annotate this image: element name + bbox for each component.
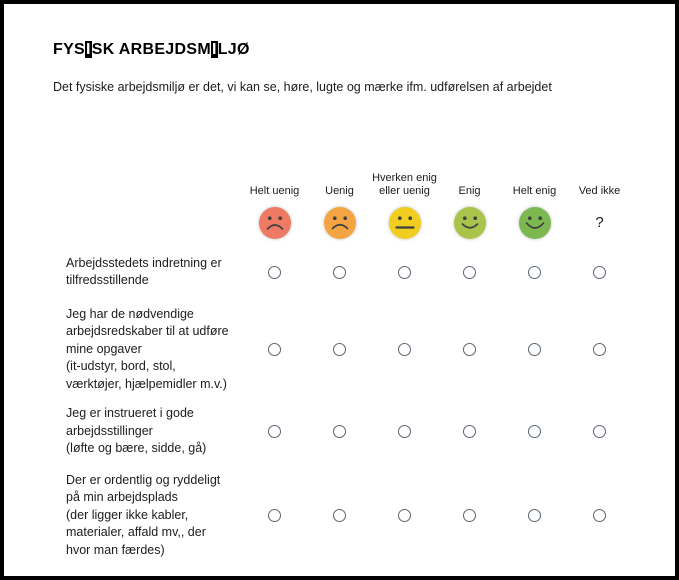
title-part: SK ARBEJDSM: [91, 40, 211, 58]
page-title: FYSISK ARBEJDSMILJØ: [53, 40, 675, 59]
happy-face-icon: [452, 205, 488, 241]
scale-option-label: Helt enig: [512, 184, 557, 197]
question-text: Arbejdsstedets indretning er tilfredssti…: [66, 255, 222, 288]
scale-option-label: Hverken enig eller uenig: [372, 171, 437, 197]
scale-option-label: Uenig: [325, 184, 354, 197]
title-part: LJØ: [217, 40, 250, 58]
radio-button[interactable]: [463, 424, 476, 438]
scale-option-label: Enig: [458, 184, 481, 197]
radio-button[interactable]: [333, 342, 346, 356]
scale-option-hverken: Hverken enig eller uenig: [372, 172, 437, 241]
scale-header-row: Helt uenig Uenig: [66, 172, 675, 241]
radio-button[interactable]: [528, 342, 541, 356]
sad-face-icon: [322, 205, 358, 241]
radio-button[interactable]: [593, 424, 606, 438]
very-sad-face-icon: [257, 205, 293, 241]
title-part: FYS: [53, 40, 86, 58]
question-row: Jeg er instrueret i gode arbejdsstilling…: [66, 405, 675, 458]
question-row: Der er ordentlig og ryddeligt på min arb…: [66, 472, 675, 560]
scale-option-helt-enig: Helt enig: [502, 185, 567, 241]
radio-button[interactable]: [398, 342, 411, 356]
page-description: Det fysiske arbejdsmiljø er det, vi kan …: [53, 79, 552, 94]
radio-button[interactable]: [333, 508, 346, 522]
radio-button[interactable]: [398, 508, 411, 522]
radio-button[interactable]: [398, 424, 411, 438]
question-mark-icon: ?: [595, 214, 604, 232]
radio-button[interactable]: [398, 265, 411, 279]
very-happy-face-icon: [517, 205, 553, 241]
question-text: Der er ordentlig og ryddeligt på min arb…: [66, 472, 221, 557]
survey-grid: Helt uenig Uenig: [66, 172, 675, 560]
radio-button[interactable]: [528, 265, 541, 279]
radio-button[interactable]: [463, 265, 476, 279]
scale-option-label: Helt uenig: [249, 184, 300, 197]
radio-button[interactable]: [593, 342, 606, 356]
radio-button[interactable]: [528, 508, 541, 522]
scale-option-uenig: Uenig: [307, 185, 372, 241]
scale-option-label: Ved ikke: [578, 184, 621, 197]
radio-button[interactable]: [593, 265, 606, 279]
question-text: Jeg har de nødvendige arbejdsredskaber t…: [66, 306, 229, 391]
question-row: Jeg har de nødvendige arbejdsredskaber t…: [66, 306, 675, 394]
question-row: Arbejdsstedets indretning er tilfredssti…: [66, 255, 675, 290]
neutral-face-icon: [387, 205, 423, 241]
question-text: Jeg er instrueret i gode arbejdsstilling…: [66, 406, 207, 456]
radio-button[interactable]: [333, 265, 346, 279]
radio-button[interactable]: [528, 424, 541, 438]
radio-button[interactable]: [268, 508, 281, 522]
radio-button[interactable]: [593, 508, 606, 522]
radio-button[interactable]: [268, 342, 281, 356]
title-part-inverted: I: [85, 40, 92, 58]
radio-button[interactable]: [463, 508, 476, 522]
title-part-inverted: I: [210, 40, 218, 58]
scale-option-helt-uenig: Helt uenig: [242, 185, 307, 241]
scale-option-ved-ikke: Ved ikke ?: [567, 185, 632, 241]
radio-button[interactable]: [333, 424, 346, 438]
radio-button[interactable]: [268, 424, 281, 438]
radio-button[interactable]: [463, 342, 476, 356]
scale-option-enig: Enig: [437, 185, 502, 241]
radio-button[interactable]: [268, 265, 281, 279]
